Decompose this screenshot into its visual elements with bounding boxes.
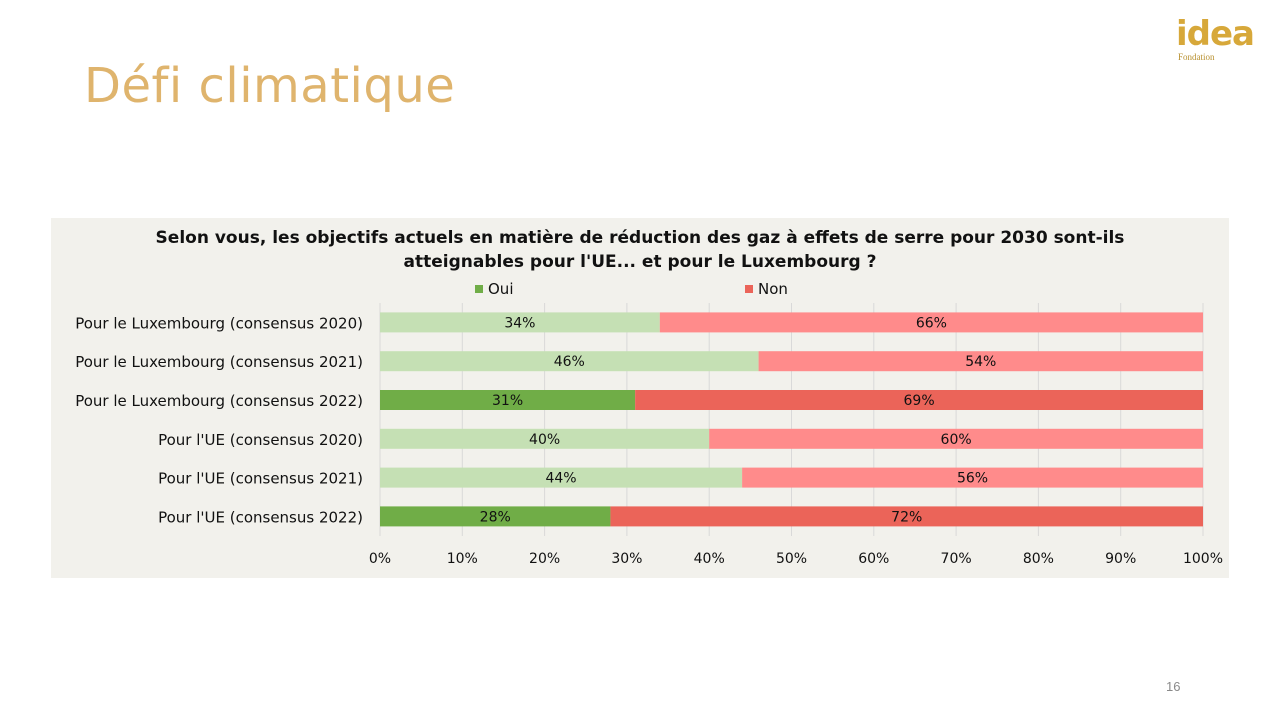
chart-title-line-2: atteignables pour l'UE... et pour le Lux…	[403, 252, 877, 272]
x-tick-label: 0%	[369, 551, 391, 567]
legend-label-oui: Oui	[488, 280, 514, 298]
bar-non	[659, 312, 1203, 333]
category-label: Pour le Luxembourg (consensus 2021)	[75, 353, 363, 371]
data-label-non: 72%	[891, 509, 922, 525]
x-tick-label: 30%	[611, 551, 642, 567]
legend-swatch-non	[745, 285, 753, 293]
idea-logo: idea Fondation	[1176, 14, 1266, 68]
bar-non	[635, 390, 1203, 410]
data-label-non: 60%	[941, 432, 972, 448]
category-label: Pour l'UE (consensus 2020)	[158, 431, 363, 449]
bar-oui	[380, 506, 611, 527]
x-tick-label: 80%	[1023, 551, 1054, 567]
chart-title-line-1: Selon vous, les objectifs actuels en mat…	[155, 228, 1125, 248]
bar-oui	[380, 467, 743, 488]
data-label-oui: 40%	[529, 432, 560, 448]
category-label: Pour le Luxembourg (consensus 2022)	[75, 392, 363, 410]
data-label-oui: 34%	[504, 315, 535, 331]
x-tick-label: 60%	[858, 551, 889, 567]
bar-oui	[380, 390, 636, 410]
bar-non	[709, 428, 1203, 449]
bar-non	[742, 467, 1203, 488]
bar-non	[758, 351, 1203, 372]
legend-item-non: Non	[745, 280, 788, 298]
bar-oui	[380, 312, 660, 333]
slide-title: Défi climatique	[84, 58, 456, 114]
data-label-oui: 28%	[480, 509, 511, 525]
x-tick-label: 100%	[1183, 551, 1223, 567]
bar-oui	[380, 428, 710, 449]
page-number: 16	[1166, 679, 1181, 694]
data-label-oui: 46%	[554, 354, 585, 370]
logo-subtitle: Fondation	[1178, 52, 1215, 62]
data-label-non: 69%	[904, 393, 935, 409]
category-label: Pour l'UE (consensus 2022)	[158, 508, 363, 526]
data-label-oui: 44%	[545, 471, 576, 487]
legend-swatch-oui	[475, 285, 483, 293]
x-tick-label: 50%	[776, 551, 807, 567]
x-tick-label: 10%	[447, 551, 478, 567]
category-label: Pour le Luxembourg (consensus 2020)	[75, 314, 363, 332]
data-label-non: 56%	[957, 471, 988, 487]
x-tick-label: 40%	[694, 551, 725, 567]
data-label-non: 66%	[916, 315, 947, 331]
x-tick-label: 70%	[941, 551, 972, 567]
logo-word: idea	[1176, 14, 1255, 54]
bar-oui	[380, 351, 759, 372]
bar-non	[610, 506, 1203, 527]
category-label: Pour l'UE (consensus 2021)	[158, 470, 363, 488]
data-label-oui: 31%	[492, 393, 523, 409]
legend-label-non: Non	[758, 280, 788, 298]
legend-item-oui: Oui	[475, 280, 513, 298]
data-label-non: 54%	[965, 354, 996, 370]
chart-title: Selon vous, les objectifs actuels en mat…	[111, 226, 1169, 274]
x-tick-label: 90%	[1105, 551, 1136, 567]
x-tick-label: 20%	[529, 551, 560, 567]
